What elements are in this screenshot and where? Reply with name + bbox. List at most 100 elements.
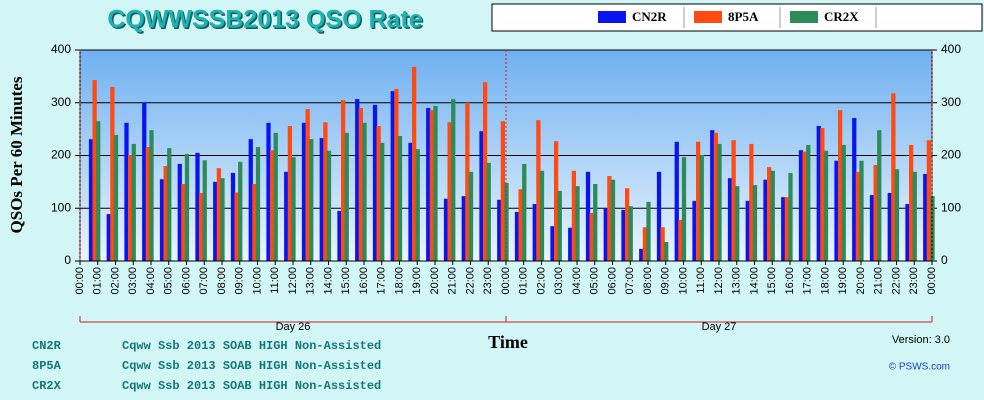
x-tick-label: 13:00 bbox=[731, 267, 743, 295]
legend-swatch bbox=[790, 11, 818, 23]
bar bbox=[394, 89, 399, 261]
bar bbox=[571, 170, 577, 261]
bar bbox=[131, 143, 136, 261]
bar bbox=[532, 204, 537, 261]
y-tick-label: 100 bbox=[51, 200, 71, 214]
x-tick-label: 00:00 bbox=[926, 267, 938, 295]
footer-description: Cqww Ssb 2013 SOAB HIGH Non-Assisted bbox=[122, 359, 381, 373]
x-tick-label: 01:00 bbox=[92, 267, 104, 295]
bar bbox=[735, 186, 740, 261]
legend-swatch bbox=[598, 11, 626, 23]
bar bbox=[639, 248, 644, 261]
bar bbox=[713, 132, 719, 261]
x-tick-label: 08:00 bbox=[216, 267, 228, 295]
chart-title-shadow: CQWWSSB2013 QSO Rate bbox=[109, 7, 424, 35]
bar bbox=[852, 118, 857, 261]
bar bbox=[106, 214, 111, 261]
bar bbox=[497, 199, 502, 261]
bar bbox=[678, 219, 683, 261]
x-tick-label: 15:00 bbox=[340, 267, 352, 295]
bar bbox=[216, 168, 222, 261]
bar bbox=[443, 198, 449, 261]
bar bbox=[504, 182, 509, 261]
chart-title: CQWWSSB2013 QSO Rate bbox=[107, 6, 422, 34]
bar bbox=[255, 147, 261, 261]
bar bbox=[869, 195, 875, 261]
bar bbox=[142, 102, 147, 261]
bar bbox=[710, 130, 715, 261]
bar bbox=[837, 110, 843, 261]
bar bbox=[891, 93, 896, 261]
bar bbox=[309, 139, 314, 261]
bar bbox=[451, 99, 456, 262]
bar bbox=[894, 169, 900, 261]
bar bbox=[124, 122, 129, 261]
bar bbox=[539, 170, 545, 261]
x-tick-label: 21:00 bbox=[447, 267, 459, 295]
bar bbox=[500, 121, 506, 262]
x-tick-label: 10:00 bbox=[251, 267, 263, 295]
bar bbox=[252, 183, 257, 261]
bar bbox=[301, 122, 307, 261]
bar bbox=[362, 122, 367, 261]
bar bbox=[213, 181, 218, 261]
bar bbox=[266, 122, 271, 261]
bar bbox=[557, 190, 562, 261]
y2-tick-label: 400 bbox=[941, 42, 961, 56]
x-tick-label: 11:00 bbox=[269, 267, 281, 294]
bar bbox=[127, 154, 133, 261]
x-tick-label: 18:00 bbox=[819, 267, 831, 295]
bar bbox=[429, 110, 435, 261]
bar bbox=[646, 201, 651, 261]
bar bbox=[905, 204, 910, 261]
bar bbox=[593, 183, 598, 261]
y2-tick-label: 100 bbox=[941, 200, 961, 214]
bar bbox=[479, 131, 484, 261]
bar bbox=[305, 109, 310, 261]
bar bbox=[745, 200, 750, 261]
x-tick-label: 22:00 bbox=[464, 267, 476, 295]
x-tick-label: 12:00 bbox=[287, 267, 299, 295]
bar bbox=[749, 143, 754, 261]
x-tick-label: 09:00 bbox=[234, 267, 246, 295]
x-tick-label: 05:00 bbox=[589, 267, 601, 295]
bar bbox=[88, 139, 94, 261]
x-tick-label: 12:00 bbox=[713, 267, 725, 295]
bar bbox=[798, 150, 804, 261]
bar bbox=[202, 160, 207, 261]
bar bbox=[908, 144, 914, 261]
bar bbox=[220, 178, 225, 261]
bar bbox=[518, 189, 523, 261]
x-tick-label: 14:00 bbox=[748, 267, 760, 295]
version: Version: 3.0 bbox=[892, 334, 950, 346]
bar bbox=[692, 200, 697, 261]
bar bbox=[770, 170, 775, 261]
bar bbox=[110, 86, 115, 261]
x-tick-label: 17:00 bbox=[802, 267, 814, 295]
bar bbox=[568, 227, 573, 261]
legend-swatch bbox=[694, 11, 722, 23]
bar bbox=[159, 179, 165, 261]
bar bbox=[287, 125, 293, 262]
bar bbox=[163, 166, 168, 261]
y-tick-label: 400 bbox=[51, 42, 71, 56]
bar bbox=[522, 163, 527, 261]
x-tick-label: 21:00 bbox=[873, 267, 885, 295]
bar bbox=[589, 212, 594, 261]
x-axis-title: Time bbox=[488, 332, 528, 352]
x-tick-label: 00:00 bbox=[74, 267, 86, 295]
day-label: Day 27 bbox=[702, 321, 737, 333]
bar bbox=[433, 105, 438, 261]
x-tick-label: 08:00 bbox=[642, 267, 654, 295]
bar bbox=[628, 206, 633, 261]
bar bbox=[802, 151, 807, 261]
bar bbox=[823, 150, 829, 261]
x-tick-label: 19:00 bbox=[411, 267, 423, 295]
legend-label: CN2R bbox=[632, 9, 667, 24]
bar bbox=[855, 171, 861, 261]
x-tick-label: 06:00 bbox=[606, 267, 618, 295]
bar bbox=[923, 173, 928, 261]
x-tick-label: 04:00 bbox=[571, 267, 583, 295]
bar bbox=[486, 162, 491, 261]
